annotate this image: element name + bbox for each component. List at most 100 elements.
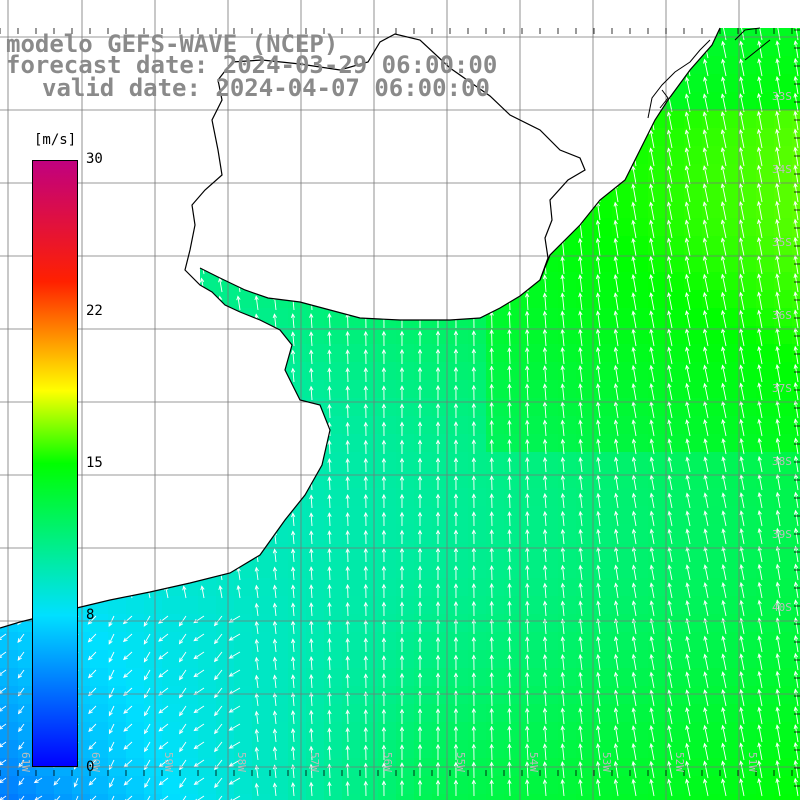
heat-cell [738,596,756,614]
wind-arrow [560,111,565,131]
heat-cell [702,542,720,560]
wind-arrow [145,115,151,131]
wind-arrow [489,274,494,293]
wind-arrow [667,419,673,437]
heat-cell [432,632,450,650]
heat-cell [360,110,378,128]
wind-arrow [143,669,151,681]
heat-cell [684,524,702,542]
wind-arrow [721,58,727,77]
wind-arrow [87,651,97,661]
wind-arrow [685,40,691,59]
wind-arrow [525,582,530,599]
heat-cell [270,416,288,434]
wind-arrow [649,707,655,725]
heat-cell [702,344,720,362]
heat-cell [126,380,144,398]
heat-cell [486,164,504,182]
wind-arrow [2,387,8,401]
wind-arrow [290,674,296,689]
heat-cell [252,632,270,650]
heat-cell [504,416,522,434]
heat-cell [360,686,378,704]
wind-arrow [213,651,223,663]
heat-cell [36,110,54,128]
heat-cell [126,218,144,236]
wind-arrow [20,314,25,329]
heat-cell [0,578,18,596]
heat-cell [108,578,126,596]
wind-arrow [614,564,619,581]
wind-arrow [667,273,673,293]
heat-cell [414,596,432,614]
heat-cell [360,128,378,146]
heat-cell [450,236,468,254]
wind-arrow [327,331,332,347]
wind-arrow [685,510,691,527]
heat-cell [684,506,702,524]
wind-arrow [381,583,387,599]
heat-cell [630,56,648,74]
wind-arrow [525,238,530,257]
heat-cell [432,398,450,416]
wind-arrow [684,201,691,221]
heat-cell [450,578,468,596]
wind-arrow [631,237,637,257]
wind-arrow [775,382,781,401]
heat-cell [378,272,396,290]
wind-arrow [127,223,133,239]
heat-cell [594,632,612,650]
wind-arrow [20,513,26,527]
wind-arrow [578,582,583,599]
heat-cell [216,704,234,722]
heat-cell [486,614,504,632]
wind-arrow [145,205,151,221]
wind-arrow [739,599,745,617]
wind-arrow [631,346,637,365]
wind-arrow [381,601,387,617]
heat-cell [576,470,594,488]
heat-cell [504,218,522,236]
heat-cell [558,794,576,800]
heat-cell [702,614,720,632]
wind-arrow [345,403,350,419]
heat-cell [324,614,342,632]
heat-cell [504,92,522,110]
wind-arrow [649,438,655,455]
heat-cell [396,146,414,164]
wind-arrow [18,741,25,751]
heat-cell [252,254,270,272]
wind-arrow [631,456,637,473]
heat-cell [702,416,720,434]
heat-cell [738,380,756,398]
wind-arrow [199,204,205,221]
heat-cell [90,398,108,416]
wind-arrow [666,201,673,221]
wind-arrow [613,237,619,257]
wind-arrow [471,690,476,707]
heat-cell [486,686,504,704]
lake-shoreline [734,27,771,61]
heat-cell [342,794,360,800]
wind-arrow [108,705,115,717]
wind-arrow [345,203,350,221]
heat-cell [0,362,18,380]
heat-cell [666,362,684,380]
wind-arrow [20,223,25,239]
heat-cell [378,110,396,128]
wind-arrow [417,529,423,545]
wind-arrow [218,386,223,401]
wind-arrow [596,564,601,581]
heat-cell [576,398,594,416]
wind-arrow [17,633,25,644]
colorbar-frame [32,160,78,767]
heat-cell [396,740,414,758]
wind-arrow [327,385,332,401]
wind-arrow [127,133,133,149]
heat-cell [576,668,594,686]
heat-cell [486,290,504,308]
heat-cell [216,488,234,506]
wind-arrow [127,169,133,185]
heat-cell [162,380,180,398]
wind-arrow [399,762,405,779]
